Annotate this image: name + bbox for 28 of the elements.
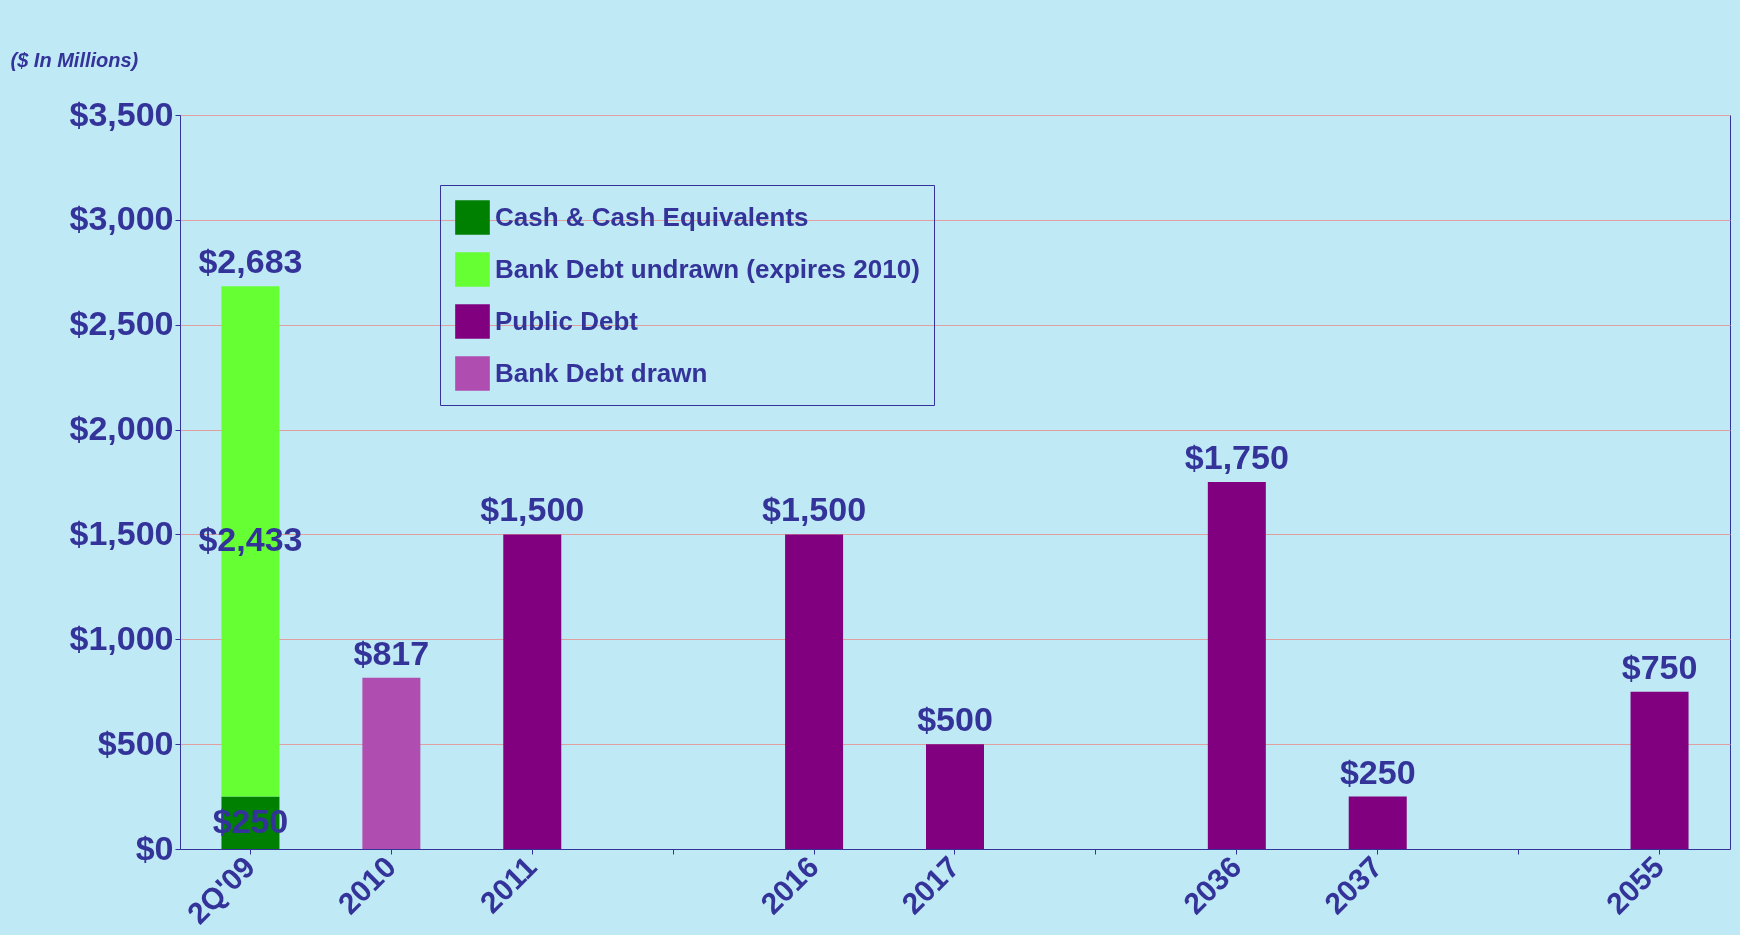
y-tick-label: $2,000: [69, 409, 174, 448]
data-label: $1,750: [1184, 438, 1289, 476]
bar: [785, 534, 844, 849]
y-tick-label: $1,000: [69, 618, 174, 657]
bar: [926, 744, 984, 849]
total-label: $2,683: [198, 242, 303, 281]
data-label: $250: [1339, 752, 1416, 791]
bar: [1207, 482, 1266, 849]
y-tick-label: $3,500: [69, 94, 174, 133]
legend-label: Cash & Cash Equivalents: [495, 201, 809, 232]
data-label: $1,500: [762, 490, 867, 529]
data-label: $500: [917, 700, 993, 739]
y-tick-label: $0: [135, 828, 174, 867]
bar: [503, 534, 562, 849]
data-label: $817: [353, 633, 430, 672]
y-axis-title: ($ In Millions): [10, 48, 139, 71]
y-tick-label: $3,000: [69, 199, 174, 238]
y-tick-label: $1,500: [69, 513, 174, 552]
y-tick-label: $500: [97, 723, 174, 762]
bar: [1630, 691, 1689, 849]
data-label: $1,500: [480, 490, 585, 529]
legend-label: Bank Debt undrawn (expires 2010): [495, 253, 920, 284]
data-label: $750: [1621, 647, 1698, 686]
y-tick-label: $2,500: [69, 304, 174, 343]
legend-label: Bank Debt drawn: [495, 357, 708, 388]
bar: [362, 677, 421, 849]
bar: [1348, 796, 1407, 849]
legend-label: Public Debt: [495, 305, 639, 336]
